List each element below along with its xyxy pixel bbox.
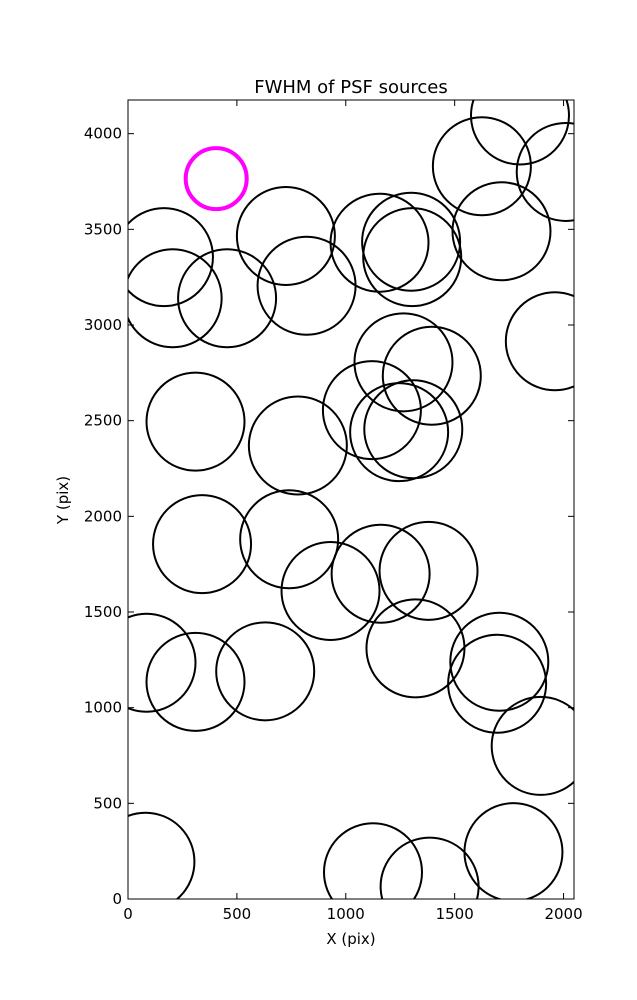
- psf-source-circle-0-2: [177, 248, 278, 349]
- psf-source-circle-0-22: [280, 540, 381, 641]
- psf-source-circle-0-28: [490, 695, 574, 796]
- psf-source-circle-0-31: [215, 621, 316, 722]
- psf-source-circle-0-9: [451, 181, 552, 282]
- x-tick-label: 1000: [327, 905, 365, 923]
- y-tick-label: 1500: [84, 603, 122, 621]
- psf-source-circle-0-26: [449, 611, 550, 712]
- y-tick-label: 3500: [84, 220, 122, 238]
- x-tick-label: 1500: [436, 905, 474, 923]
- psf-source-circle-0-33: [323, 822, 423, 899]
- x-tick-label: 0: [123, 905, 133, 923]
- x-tick-label: 500: [223, 905, 252, 923]
- y-axis-ticks: 0 500 1000 1500 2000 2500 3000 3500 4000: [84, 125, 574, 908]
- psf-source-circle-0-19: [247, 395, 348, 496]
- psf-source-circle-0-27: [447, 633, 548, 734]
- psf-source-circle-0-25: [365, 598, 466, 699]
- psf-source-circle-0-1: [128, 248, 223, 349]
- psf-source-circle-0-18: [145, 371, 246, 472]
- psf-source-circle-0-4: [256, 235, 357, 336]
- psf-source-circle-0-3: [235, 186, 336, 287]
- y-tick-label: 4000: [84, 125, 122, 143]
- y-tick-label: 1000: [84, 699, 122, 717]
- y-tick-label: 0: [112, 890, 122, 908]
- psf-source-circle-0-20: [152, 494, 253, 595]
- x-axis-label: X (pix): [326, 930, 375, 948]
- psf-source-circle-0-32: [128, 811, 196, 899]
- psf-source-circle-0-6: [361, 191, 462, 292]
- y-axis-label: Y (pix): [54, 476, 72, 525]
- psf-source-circle-0-35: [463, 802, 564, 899]
- data-marks: [128, 100, 574, 899]
- psf-source-circle-0-5: [329, 192, 430, 293]
- psf-source-circle-0-7: [362, 207, 463, 308]
- plot-frame: [127, 99, 575, 900]
- psf-source-circle-0-23: [330, 523, 431, 624]
- psf-source-circle-0-0: [128, 207, 214, 308]
- psf-source-circle-1-0: [183, 146, 249, 212]
- psf-source-circle-0-15: [321, 360, 422, 461]
- y-tick-label: 3000: [84, 316, 122, 334]
- psf-source-circle-0-29: [128, 612, 197, 713]
- psf-source-circle-0-30: [145, 631, 246, 732]
- y-tick-label: 2000: [84, 507, 122, 525]
- plot-area: 0 500 1000 1500 2000 0 500 1000 1500 2000 2500 300…: [84, 99, 583, 923]
- psf-source-circle-0-12: [504, 291, 574, 392]
- psf-source-circle-0-17: [363, 379, 464, 480]
- y-tick-label: 500: [93, 794, 122, 812]
- psf-source-circle-0-24: [378, 520, 479, 621]
- y-tick-label: 2500: [84, 412, 122, 430]
- chart-title: FWHM of PSF sources: [254, 77, 448, 98]
- psf-source-circle-0-10: [470, 100, 570, 166]
- psf-source-circle-0-14: [381, 325, 482, 426]
- psf-source-circle-0-21: [239, 489, 340, 590]
- psf-source-circle-0-8: [431, 116, 532, 217]
- psf-source-circle-0-13: [353, 312, 454, 413]
- psf-source-circle-0-11: [515, 121, 574, 222]
- x-axis-ticks: 0 500 1000 1500 2000: [123, 100, 583, 923]
- x-tick-label: 2000: [544, 905, 582, 923]
